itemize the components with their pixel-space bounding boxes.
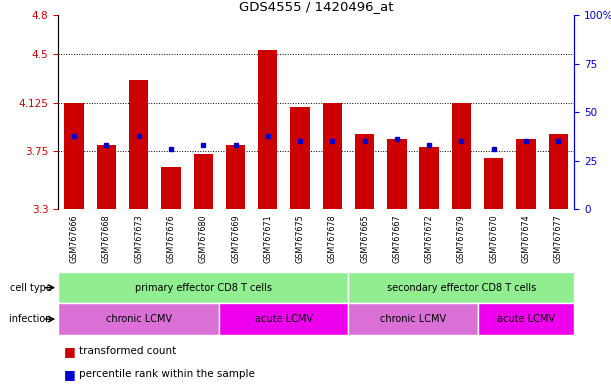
Text: acute LCMV: acute LCMV — [255, 314, 313, 324]
Text: GSM767668: GSM767668 — [102, 214, 111, 263]
Bar — [452, 103, 471, 209]
Title: GDS4555 / 1420496_at: GDS4555 / 1420496_at — [239, 0, 393, 13]
Bar — [323, 103, 342, 209]
Text: chronic LCMV: chronic LCMV — [380, 314, 446, 324]
Bar — [226, 145, 245, 209]
Text: secondary effector CD8 T cells: secondary effector CD8 T cells — [387, 283, 536, 293]
Bar — [194, 154, 213, 209]
Text: acute LCMV: acute LCMV — [497, 314, 555, 324]
Text: GSM767674: GSM767674 — [521, 214, 530, 263]
Bar — [58, 272, 348, 303]
Text: chronic LCMV: chronic LCMV — [106, 314, 172, 324]
Text: GSM767672: GSM767672 — [425, 214, 434, 263]
Bar — [97, 145, 116, 209]
Bar — [484, 157, 503, 209]
Text: cell type: cell type — [10, 283, 55, 293]
Text: GSM767669: GSM767669 — [231, 214, 240, 263]
Text: GSM767676: GSM767676 — [166, 214, 175, 263]
Bar — [161, 167, 181, 209]
Bar — [219, 303, 348, 335]
Bar — [258, 50, 277, 209]
Bar — [58, 303, 219, 335]
Text: GSM767667: GSM767667 — [392, 214, 401, 263]
Text: infection: infection — [9, 314, 55, 324]
Text: GSM767671: GSM767671 — [263, 214, 273, 263]
Bar — [129, 80, 148, 209]
Bar — [348, 303, 478, 335]
Text: GSM767670: GSM767670 — [489, 214, 498, 263]
Text: transformed count: transformed count — [79, 346, 177, 356]
Text: ■: ■ — [64, 368, 80, 381]
Bar — [419, 147, 439, 209]
Text: primary effector CD8 T cells: primary effector CD8 T cells — [135, 283, 272, 293]
Text: ■: ■ — [64, 345, 80, 358]
Text: GSM767679: GSM767679 — [457, 214, 466, 263]
Bar — [516, 139, 536, 209]
Bar — [355, 134, 375, 209]
Bar — [348, 272, 574, 303]
Bar — [478, 303, 574, 335]
Bar — [65, 103, 84, 209]
Text: GSM767673: GSM767673 — [134, 214, 143, 263]
Bar — [387, 139, 406, 209]
Text: GSM767666: GSM767666 — [70, 214, 79, 263]
Text: percentile rank within the sample: percentile rank within the sample — [79, 369, 255, 379]
Text: GSM767677: GSM767677 — [554, 214, 563, 263]
Text: GSM767665: GSM767665 — [360, 214, 369, 263]
Text: GSM767678: GSM767678 — [328, 214, 337, 263]
Text: GSM767680: GSM767680 — [199, 214, 208, 263]
Text: GSM767675: GSM767675 — [296, 214, 304, 263]
Bar — [549, 134, 568, 209]
Bar — [290, 107, 310, 209]
